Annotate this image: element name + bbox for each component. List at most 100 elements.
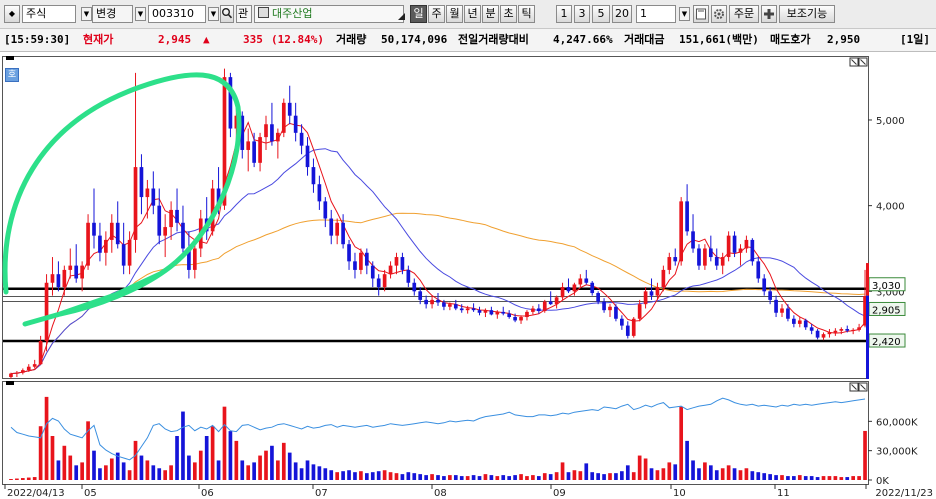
interval-button-3[interactable]: 20 [612,5,632,23]
period-button-5[interactable]: 초 [500,5,517,23]
candle-body [187,248,191,270]
board-button[interactable]: 관 [236,5,252,23]
trade-amount-value: 151,661(백만) [679,33,759,46]
volume-bar [542,473,547,480]
ask-price-value: 2,950 [827,33,861,46]
candle-body [797,320,802,324]
candle-body [809,327,814,331]
candle-body [554,297,559,305]
volume-bar [691,460,695,480]
volume-bar [661,468,666,480]
count-dropdown-icon[interactable]: ▼ [679,7,690,21]
candle-body [519,317,523,321]
volume-bar [774,475,778,480]
volume-bar [708,465,713,480]
volume-bar [376,471,381,480]
nav-arrows-icon[interactable]: ◆ [4,5,20,23]
mode-select[interactable]: 변경 [92,5,133,23]
volume-bar [86,421,90,480]
search-icon[interactable] [220,5,234,23]
candle-body [163,227,168,236]
volume-bar [608,473,612,480]
volume-bar [453,475,458,480]
aux-function-button[interactable]: 보조기능 [779,5,835,23]
candle-body [685,201,689,232]
period-button-0[interactable]: 일 [410,5,427,23]
candle-body [453,304,458,309]
volume-bar [181,411,185,480]
volume-bar [15,478,19,480]
period-button-3[interactable]: 년 [464,5,481,23]
candle-body [62,269,67,288]
candle-body [720,257,725,266]
count-input[interactable]: 1 [636,5,676,23]
candle-body [459,308,464,311]
candle-body [803,320,808,328]
side-badge[interactable]: 호 [5,68,19,82]
volume-bar [839,477,844,480]
volume-bar [590,472,595,480]
candle-body [448,304,452,307]
candle-body [424,299,428,305]
plus-icon[interactable] [761,5,777,23]
period-button-1[interactable]: 주 [428,5,445,23]
stock-chart-area[interactable]: 5,000 4,000 3,000 0K 30,000K 60,000K 3,030 2,90… [0,52,936,499]
market-select[interactable]: 주식 [22,5,76,23]
volume-bar [649,468,654,480]
volume-bar [448,475,452,480]
volume-bar [750,471,755,480]
candle-body [376,278,381,288]
volume-bar [198,450,203,480]
candle-body [400,257,405,270]
price-axis-label: 4,000 [876,202,905,213]
candle-body [732,235,737,253]
volume-bar [92,450,96,480]
interval-button-1[interactable]: 3 [574,5,590,23]
volume-bar [631,472,636,480]
mode-dropdown-icon[interactable]: ▼ [135,7,146,21]
interval-button-2[interactable]: 5 [592,5,610,23]
candle-body [620,318,624,326]
period-button-2[interactable]: 월 [446,5,463,23]
candle-body [602,301,606,311]
candle-body [246,141,251,150]
period-button-6[interactable]: 틱 [518,5,535,23]
volume-bar [566,472,571,480]
volume-bar [145,460,150,480]
market-dropdown-icon[interactable]: ▼ [81,7,92,21]
save-icon[interactable] [693,5,709,23]
quote-info-bar: [15:59:30] 현재가 2,945 ▲ 335 (12.84%) 거래량 … [0,29,936,52]
candle-body [697,248,701,266]
code-dropdown-icon[interactable]: ▼ [208,7,219,21]
volume-bar [388,472,393,480]
volume-bar [98,468,102,480]
volume-bar [786,476,790,480]
candle-body [157,205,162,236]
stock-code-input[interactable]: 003310 [148,5,206,23]
candle-body [513,317,517,321]
period-tag: [1일] [900,33,930,46]
interval-button-0[interactable]: 1 [556,5,572,23]
candle-body [359,252,363,270]
volume-bar [258,455,262,480]
volume-bar [228,431,233,480]
candle-body [560,287,565,298]
volume-bar [26,477,31,480]
volume-bar [465,476,470,480]
volume-bar [293,462,298,480]
candle-body [151,188,156,206]
period-button-4[interactable]: 분 [482,5,499,23]
stock-name-field: 대주산업 [254,5,404,23]
candle-body [792,318,796,324]
candle-body [145,188,150,198]
candle-body [548,301,553,305]
quote-time: [15:59:30] [4,33,71,46]
toolbar: ◆ 주식 ▼ 변경 ▼ 003310 ▼ 관 대주산업 일 주 월 년 분 초 틱 1 3 5 20… [0,0,936,29]
price-axis-label: 5,000 [876,116,905,127]
candle-body [418,291,423,300]
candle-body [104,239,108,253]
volume-label: 거래량 [336,33,367,46]
order-button[interactable]: 주문 [729,5,759,23]
settings-gear-icon[interactable] [711,5,727,23]
candle-body [436,299,440,303]
